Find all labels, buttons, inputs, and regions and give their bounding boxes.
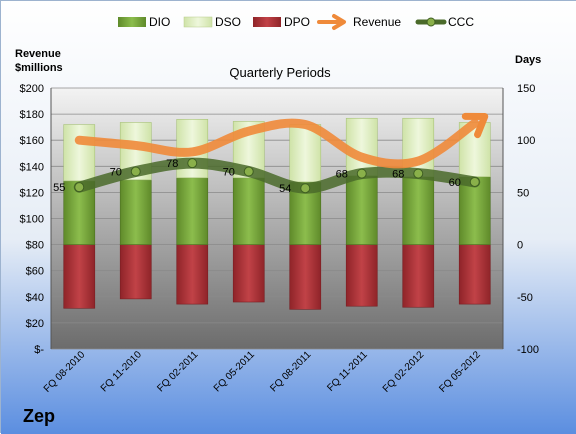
ccc-marker xyxy=(300,183,311,194)
ccc-data-labels: 55 70 78 70 54 68 68 60 xyxy=(53,158,461,195)
ccc-data-label: 55 xyxy=(53,182,65,194)
left-tick-label: $20 xyxy=(26,318,44,330)
legend-label-dpo: DPO xyxy=(284,15,310,29)
ccc-series xyxy=(73,157,481,194)
ccc-marker xyxy=(187,158,198,169)
dio-bar xyxy=(402,176,435,245)
right-tick-label: -50 xyxy=(517,292,533,304)
legend-swatch-dio xyxy=(118,17,146,27)
ccc-data-label: 54 xyxy=(279,183,291,195)
legend-marker-ccc xyxy=(426,17,436,27)
legend-label-revenue: Revenue xyxy=(353,15,401,29)
dpo-bar xyxy=(402,244,435,308)
legend: DIO DSO DPO Revenue CCC xyxy=(118,14,474,30)
legend-label-ccc: CCC xyxy=(448,15,474,29)
left-axis-title-line1: Revenue xyxy=(15,48,61,60)
company-name: Zep xyxy=(23,406,55,426)
dio-bar xyxy=(458,176,491,245)
left-tick-label: $40 xyxy=(26,292,44,304)
left-tick-label: $60 xyxy=(26,266,44,278)
right-tick-label: -100 xyxy=(517,344,539,356)
left-tick-label: $160 xyxy=(20,135,44,147)
dio-bar xyxy=(119,179,152,245)
revenue-arrowhead xyxy=(461,112,489,139)
dio-bar xyxy=(345,175,378,245)
left-tick-label: $120 xyxy=(20,187,44,199)
revenue-series xyxy=(74,112,489,169)
left-tick-label: $80 xyxy=(26,240,44,252)
ccc-marker xyxy=(243,166,254,177)
right-axis-title: Days xyxy=(515,54,541,66)
left-tick-label: $140 xyxy=(20,161,44,173)
dpo-bar xyxy=(345,244,378,307)
legend-swatch-dpo xyxy=(253,17,281,27)
ccc-marker xyxy=(356,168,367,179)
legend-label-dio: DIO xyxy=(149,15,170,29)
dpo-bar xyxy=(119,244,152,300)
legend-label-dso: DSO xyxy=(215,15,241,29)
ccc-data-label: 60 xyxy=(449,177,461,189)
dpo-bar xyxy=(63,244,96,309)
ccc-marker xyxy=(413,168,424,179)
left-tick-label: $180 xyxy=(20,109,44,121)
dio-bar xyxy=(232,177,265,245)
left-tick-label: $200 xyxy=(20,83,44,95)
ccc-marker xyxy=(130,166,141,177)
revenue-line xyxy=(74,118,480,169)
ccc-data-label: 70 xyxy=(110,167,122,179)
chart-title: Quarterly Periods xyxy=(229,65,331,80)
ccc-marker xyxy=(74,182,85,193)
dso-bar xyxy=(63,124,96,182)
legend-swatch-dso xyxy=(183,16,213,28)
right-tick-label: 50 xyxy=(517,187,529,199)
dio-bar xyxy=(176,177,209,245)
ccc-data-label: 70 xyxy=(223,167,235,179)
legend-swatch-revenue xyxy=(317,14,346,30)
left-tick-label: $100 xyxy=(20,214,44,226)
left-tick-label: $- xyxy=(34,344,44,356)
dpo-bar xyxy=(458,244,491,305)
ccc-data-label: 68 xyxy=(336,169,348,181)
left-axis-ticks: $- $20 $40 $60 $80 $100 $120 $140 $160 $180 $200 xyxy=(20,83,45,356)
dpo-bar xyxy=(232,244,265,303)
right-axis-ticks: -100 -50 0 50 100 150 xyxy=(517,83,539,356)
right-tick-label: 150 xyxy=(517,83,535,95)
right-tick-label: 0 xyxy=(517,240,523,252)
ccc-data-label: 78 xyxy=(166,158,178,170)
dpo-bar xyxy=(176,244,209,305)
ccc-data-label: 68 xyxy=(392,169,404,181)
dio-series xyxy=(63,175,491,245)
dpo-bar xyxy=(289,244,322,310)
right-tick-label: 100 xyxy=(517,135,535,147)
left-axis-title-line2: $millions xyxy=(15,62,63,74)
ccc-marker xyxy=(469,176,480,187)
